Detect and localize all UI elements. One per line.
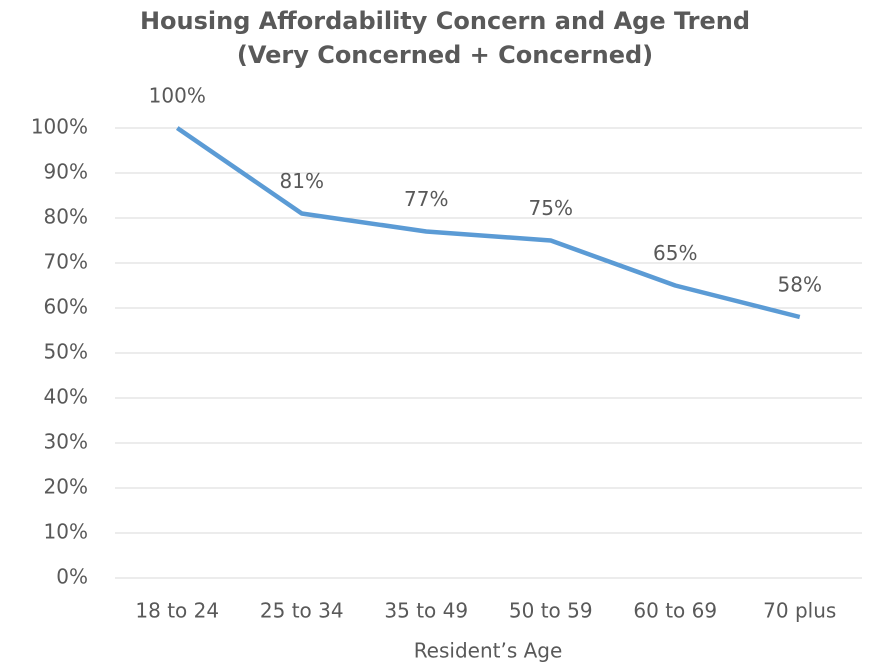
chart-subtitle: (Very Concerned + Concerned) <box>237 41 653 69</box>
y-tick-label: 50% <box>44 340 88 364</box>
y-tick-label: 60% <box>44 295 88 319</box>
x-tick-label: 60 to 69 <box>633 599 717 623</box>
y-tick-label: 100% <box>31 115 88 139</box>
x-tick-label: 25 to 34 <box>260 599 344 623</box>
data-label: 58% <box>778 273 822 297</box>
x-tick-label: 35 to 49 <box>384 599 468 623</box>
y-tick-label: 80% <box>44 205 88 229</box>
data-label: 75% <box>529 196 573 220</box>
y-tick-label: 90% <box>44 160 88 184</box>
x-axis-label: Resident’s Age <box>414 639 563 663</box>
y-tick-label: 40% <box>44 385 88 409</box>
x-tick-label: 50 to 59 <box>509 599 593 623</box>
data-line <box>175 126 801 320</box>
x-tick-label: 18 to 24 <box>135 599 219 623</box>
y-tick-label: 0% <box>56 565 88 589</box>
x-tick-label: 70 plus <box>763 599 836 623</box>
y-tick-label: 10% <box>44 520 88 544</box>
data-label: 77% <box>404 187 448 211</box>
data-label: 81% <box>280 169 324 193</box>
y-tick-label: 70% <box>44 250 88 274</box>
y-tick-label: 20% <box>44 475 88 499</box>
chart-title: Housing Affordability Concern and Age Tr… <box>140 7 750 35</box>
y-tick-label: 30% <box>44 430 88 454</box>
data-label: 100% <box>149 84 206 108</box>
data-label: 65% <box>653 241 697 265</box>
